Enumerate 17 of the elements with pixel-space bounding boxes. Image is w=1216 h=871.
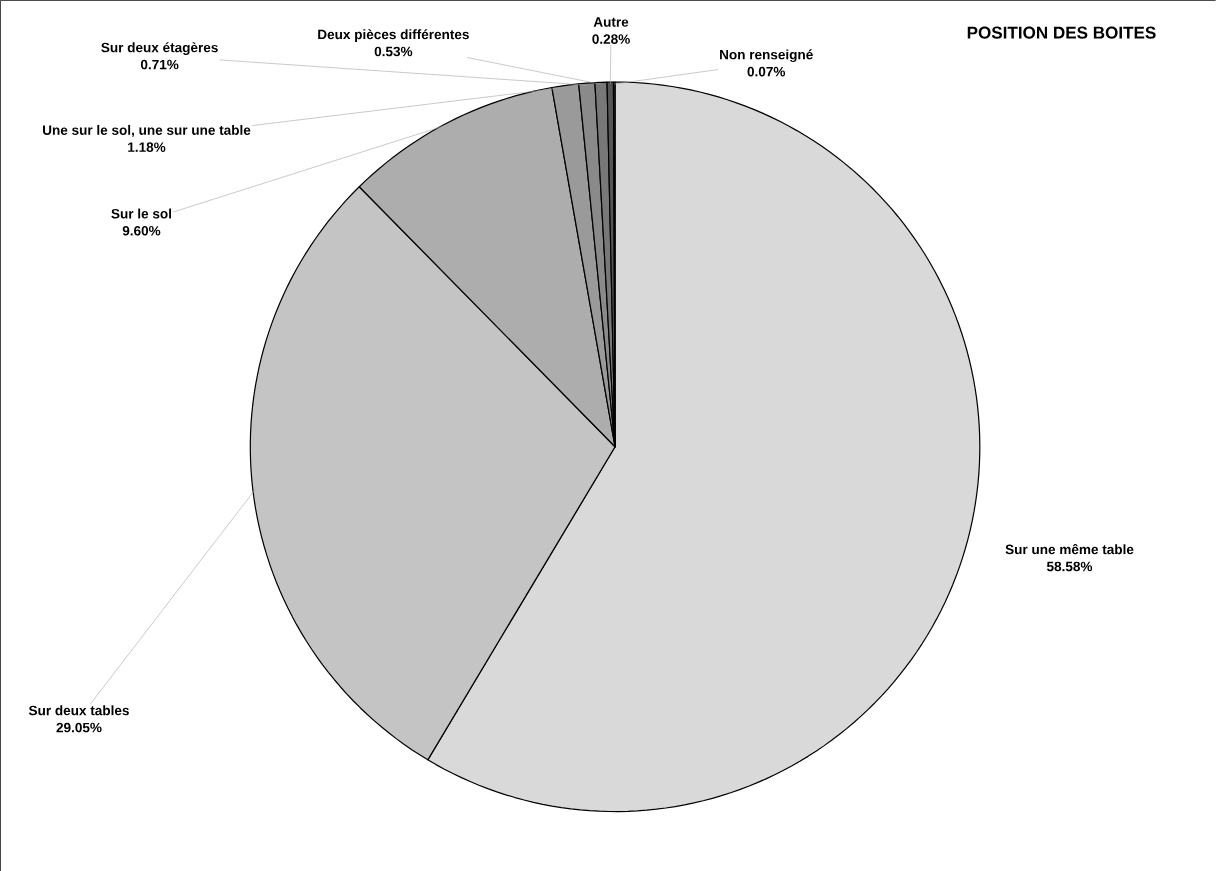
data-label: 0.07%: [747, 66, 786, 77]
slice-label: Sur deux tables: [28, 705, 129, 716]
slice-label: Autre: [593, 17, 629, 27]
data-label: 9.60%: [122, 225, 161, 236]
chart-title: POSITION DES BOITES: [967, 26, 1156, 39]
data-label: 29.05%: [56, 722, 102, 733]
data-label: 58.58%: [1046, 561, 1093, 572]
slice-label: Sur le sol: [111, 208, 171, 219]
slice-label: Sur deux étagères: [101, 42, 218, 55]
data-label: 1.18%: [128, 142, 166, 152]
data-label: 0.53%: [374, 46, 413, 57]
data-label: 0.28%: [592, 34, 630, 44]
data-label: 0.71%: [140, 59, 179, 70]
slice-label: Sur une même table: [1005, 543, 1134, 555]
slice-label: Non renseigné: [720, 49, 813, 62]
slice-label: Une sur le sol, une sur une table: [43, 124, 251, 137]
slice-label: Deux pièces différentes: [318, 28, 469, 42]
